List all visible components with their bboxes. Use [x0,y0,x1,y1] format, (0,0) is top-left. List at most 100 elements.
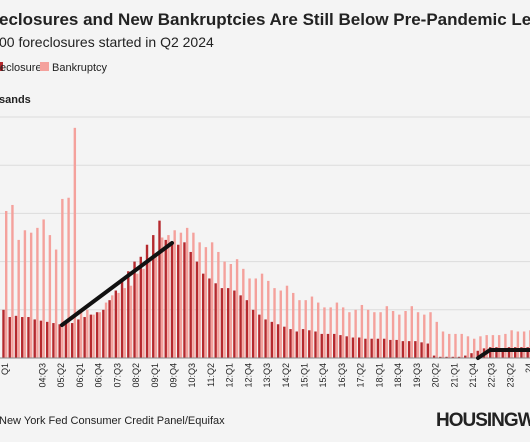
bar [177,244,180,358]
bar [142,268,145,358]
bar [77,319,80,358]
bar [441,331,445,358]
bar [445,356,448,358]
bar [239,295,242,358]
x-tick-label: 09:Q1 [150,363,160,388]
bar [111,295,114,358]
bar [370,338,373,358]
chart-title: eclosures and New Bankruptcies Are Still… [0,10,530,29]
bar [470,353,473,358]
bar [426,343,430,358]
bar [139,256,142,358]
bar [473,338,476,358]
bar [292,292,295,358]
bar [148,261,151,358]
bar [510,330,513,358]
trend-line [60,241,174,327]
bar [158,220,161,358]
y-axis-label: sands [0,94,31,106]
bar [273,288,276,358]
bar [45,321,49,358]
bar [33,319,36,358]
x-tick-label: 09:Q4 [168,363,178,388]
legend-label: Bankruptcy [52,62,108,74]
x-tick-label: 23:Q2 [505,363,515,388]
bar [21,317,24,358]
bar [376,338,380,358]
bar [489,347,492,358]
x-tick-label: 15:Q4 [318,363,328,388]
x-tick-label: 18:Q1 [374,363,384,388]
bar [460,333,463,358]
bar [185,227,189,358]
bar [48,235,52,358]
bar [382,338,386,358]
bar [52,323,55,358]
bar [23,230,27,358]
x-tick-label: 20:Q2 [431,363,441,388]
bar [501,348,504,358]
bar [420,342,423,358]
bar [36,227,39,358]
bar [245,300,249,358]
bar [513,347,517,358]
bar [366,309,370,358]
bar [233,290,236,358]
bar [276,324,280,358]
x-tick-label: 17:Q2 [356,363,366,388]
bar [54,249,58,358]
legend-label: eclosure [0,62,42,74]
bar [341,307,345,358]
x-tick-label: 04:Q3 [37,363,47,388]
bar [204,247,208,358]
bar [133,261,136,358]
bar [526,347,529,358]
bar [42,219,45,358]
bar [491,335,495,358]
bar [145,244,149,358]
bar [404,311,407,358]
x-tick-label: 21:Q1 [449,363,459,388]
bar [220,288,224,358]
bar [323,307,326,358]
bar [70,323,74,358]
x-tick-label: 12:Q1 [225,363,235,388]
bar [201,273,205,358]
bar [320,333,323,358]
bar [8,317,11,358]
bar [2,309,5,358]
bar [301,329,305,358]
bar [401,341,405,358]
bar [248,278,251,358]
bar [29,232,33,358]
bar [104,302,108,358]
bar [451,356,454,358]
bar [179,232,183,358]
bar [310,296,314,358]
x-tick-label: 07:Q3 [112,363,122,388]
bar [270,321,274,358]
bar [198,242,201,358]
bar [391,311,395,358]
bar [102,309,105,358]
bar [439,356,442,358]
bar [522,331,526,358]
bar [304,300,307,358]
bar [407,341,411,358]
bar [464,355,467,358]
bar [414,341,417,358]
bar [98,312,101,358]
bar [279,290,282,358]
bar [79,309,83,358]
x-tick-label: 16:Q3 [337,363,347,388]
bar [298,300,301,358]
bar [254,278,257,358]
x-tick-label: 06:Q4 [94,363,104,388]
bar [432,355,436,358]
bar [373,312,376,358]
bar [335,302,339,358]
bar [183,242,186,358]
bar [435,321,438,358]
bar [295,331,298,358]
